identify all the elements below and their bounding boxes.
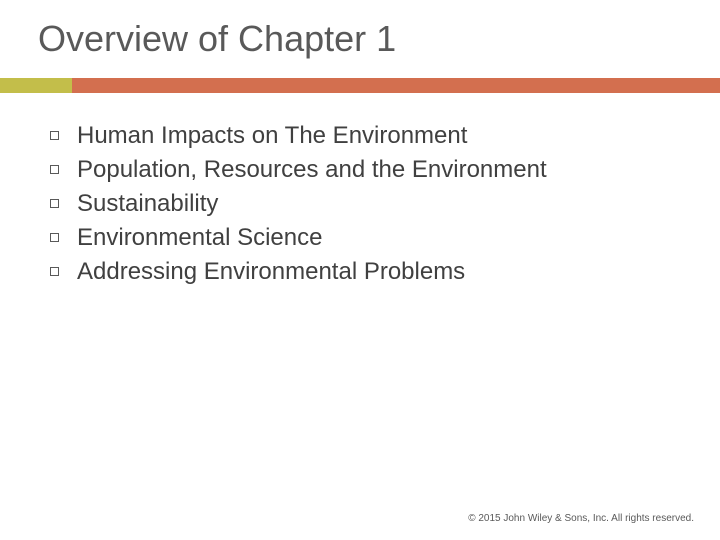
bullet-text: Sustainability <box>77 189 218 219</box>
content-area: Human Impacts on The Environment Populat… <box>0 93 720 287</box>
bullet-text: Population, Resources and the Environmen… <box>77 155 547 185</box>
square-bullet-icon <box>50 199 59 208</box>
slide: Overview of Chapter 1 Human Impacts on T… <box>0 0 720 540</box>
bullet-text: Human Impacts on The Environment <box>77 121 467 151</box>
bullet-text: Environmental Science <box>77 223 322 253</box>
bullet-item: Human Impacts on The Environment <box>50 121 720 151</box>
bullet-item: Population, Resources and the Environmen… <box>50 155 720 185</box>
bullet-item: Environmental Science <box>50 223 720 253</box>
accent-bar <box>0 78 720 93</box>
bullet-item: Sustainability <box>50 189 720 219</box>
square-bullet-icon <box>50 131 59 140</box>
square-bullet-icon <box>50 165 59 174</box>
square-bullet-icon <box>50 233 59 242</box>
accent-bar-left <box>0 78 72 93</box>
slide-title: Overview of Chapter 1 <box>0 18 720 78</box>
accent-bar-right <box>72 78 720 93</box>
bullet-list: Human Impacts on The Environment Populat… <box>50 121 720 287</box>
bullet-item: Addressing Environmental Problems <box>50 257 720 287</box>
square-bullet-icon <box>50 267 59 276</box>
copyright-footer: © 2015 John Wiley & Sons, Inc. All right… <box>468 513 694 524</box>
bullet-text: Addressing Environmental Problems <box>77 257 465 287</box>
